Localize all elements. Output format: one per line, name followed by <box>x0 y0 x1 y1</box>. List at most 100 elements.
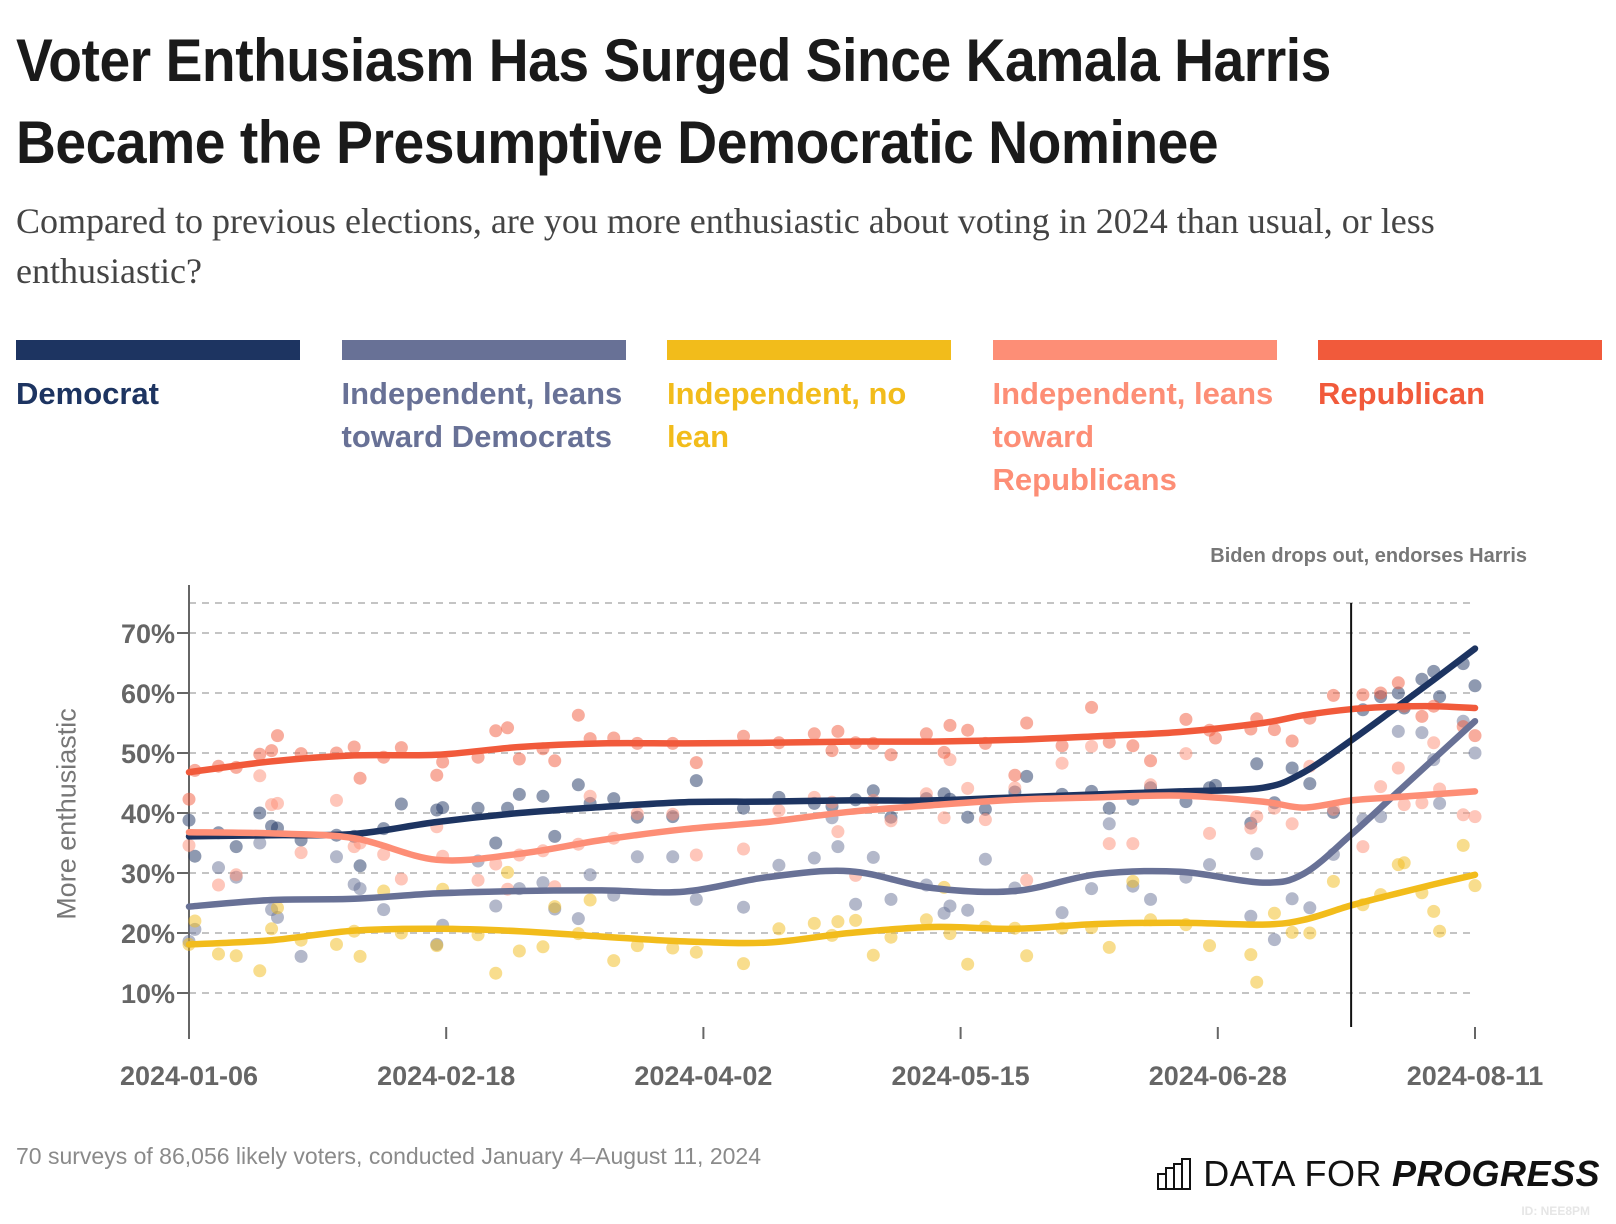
data-point <box>1085 882 1099 896</box>
data-point <box>377 903 391 917</box>
legend-label: Independent, no lean <box>667 376 907 454</box>
trend-line <box>185 717 1479 910</box>
data-point <box>1244 821 1258 835</box>
data-point <box>1415 796 1429 810</box>
legend-swatch <box>992 340 1277 360</box>
data-point <box>1456 838 1470 852</box>
data-point <box>937 811 951 825</box>
data-point <box>583 789 597 803</box>
legend-item-republican: Republican <box>1318 340 1602 501</box>
data-point <box>1126 739 1140 753</box>
data-point <box>737 801 751 815</box>
data-point <box>182 813 196 827</box>
data-point <box>919 727 933 741</box>
data-point <box>831 825 845 839</box>
data-point <box>1144 754 1158 768</box>
data-point <box>1374 686 1388 700</box>
data-point <box>1267 723 1281 737</box>
data-point <box>489 857 503 871</box>
data-point <box>1391 686 1405 700</box>
data-point <box>1285 892 1299 906</box>
data-point <box>978 813 992 827</box>
data-point <box>489 899 503 913</box>
footer-note: 70 surveys of 86,056 likely voters, cond… <box>16 1143 761 1169</box>
data-point <box>825 744 839 758</box>
data-point <box>501 721 515 735</box>
data-point <box>211 861 225 875</box>
data-point <box>430 939 444 953</box>
data-point <box>229 840 243 854</box>
data-point <box>689 892 703 906</box>
legend-swatch <box>667 340 951 360</box>
x-tick-label: 2024-06-28 <box>1149 1061 1287 1091</box>
data-point <box>1303 777 1317 791</box>
data-point <box>807 851 821 865</box>
data-point <box>571 778 585 792</box>
data-point <box>961 781 975 795</box>
legend-label: Democrat <box>16 376 159 411</box>
data-point <box>978 852 992 866</box>
data-point <box>329 850 343 864</box>
data-point <box>1144 892 1158 906</box>
data-point <box>571 912 585 926</box>
data-point <box>1374 780 1388 794</box>
data-point <box>961 810 975 824</box>
data-point <box>471 801 485 815</box>
data-point <box>961 957 975 971</box>
data-point <box>1356 688 1370 702</box>
image-id: ID: NEE8PM <box>1521 1204 1590 1218</box>
data-point <box>1085 700 1099 714</box>
data-point <box>1391 761 1405 775</box>
data-point <box>394 872 408 886</box>
x-tick-label: 2024-02-18 <box>377 1061 515 1091</box>
data-point <box>1250 810 1264 824</box>
data-point <box>630 939 644 953</box>
data-point <box>866 948 880 962</box>
trend-line <box>185 871 1479 948</box>
data-point <box>772 858 786 872</box>
data-point <box>1285 734 1299 748</box>
data-point <box>253 836 267 850</box>
data-point <box>1326 688 1340 702</box>
data-point <box>1303 926 1317 940</box>
data-point <box>536 789 550 803</box>
data-point <box>1020 873 1034 887</box>
data-point <box>961 903 975 917</box>
data-point <box>1468 679 1482 693</box>
data-point <box>1250 757 1264 771</box>
data-point <box>1285 817 1299 831</box>
trend-line <box>185 645 1479 840</box>
data-point <box>583 893 597 907</box>
data-point <box>884 930 898 944</box>
data-point <box>536 940 550 954</box>
data-point <box>689 774 703 788</box>
data-point <box>1055 906 1069 920</box>
data-point <box>1208 731 1222 745</box>
chart-title-line-2: Became the Presumptive Democratic Nomine… <box>16 109 1219 176</box>
legend-swatch <box>1318 340 1602 360</box>
data-point <box>630 807 644 821</box>
bar-chart-icon <box>1157 1158 1192 1190</box>
legend-label: Independent, leans toward Democrats <box>341 376 623 454</box>
data-point <box>571 708 585 722</box>
data-point <box>1179 712 1193 726</box>
data-point <box>501 865 515 879</box>
data-point <box>919 787 933 801</box>
logo: DATA FOR PROGRESS <box>1157 1153 1600 1195</box>
data-point <box>1397 856 1411 870</box>
data-point <box>353 771 367 785</box>
data-point <box>489 724 503 738</box>
data-point <box>1356 840 1370 854</box>
data-point <box>1468 729 1482 743</box>
data-point <box>919 913 933 927</box>
data-point <box>1126 874 1140 888</box>
data-point <box>1020 769 1034 783</box>
data-point <box>1285 925 1299 939</box>
data-point <box>807 727 821 741</box>
data-point <box>430 768 444 782</box>
data-point <box>329 793 343 807</box>
trend-line <box>185 702 1479 776</box>
legend: Democrat Independent, leans toward Democ… <box>16 340 1602 501</box>
legend-label: Independent, leans toward Republicans <box>992 376 1274 497</box>
data-point <box>831 840 845 854</box>
